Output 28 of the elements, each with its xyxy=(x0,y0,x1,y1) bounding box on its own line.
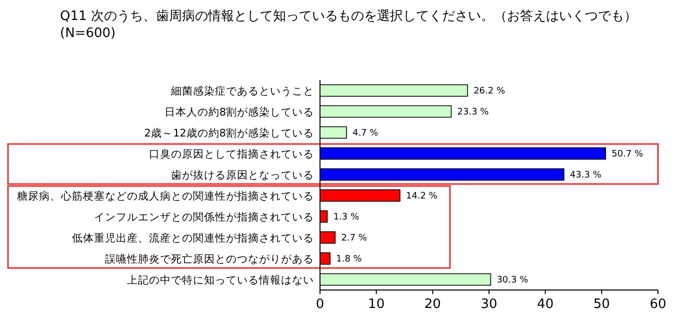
data-label: 23.3 % xyxy=(457,108,490,118)
data-label: 1.8 % xyxy=(336,254,362,264)
y-tick-label: 日本人の約8割が感染している xyxy=(164,106,314,118)
x-tick-label: 40 xyxy=(537,297,554,312)
data-label: 26.2 % xyxy=(474,86,506,96)
y-tick-label: 歯が抜ける原因となっている xyxy=(171,168,314,182)
x-tick-label: 60 xyxy=(650,297,666,312)
data-label: 14.2 % xyxy=(406,192,438,202)
x-tick-label: 30 xyxy=(480,297,498,312)
data-label: 43.3 % xyxy=(570,170,602,180)
y-tick-label: 低体重児出産、流産との関連性が指摘されている xyxy=(72,232,314,244)
chart-title: Q11 次のうち、歯周病の情報として知っているものを選択してください。（お答えはいくつでも）(N=600) xyxy=(60,8,638,42)
y-tick-label: 細菌感染症であるということ xyxy=(170,84,314,98)
data-label: 50.7 % xyxy=(612,150,644,160)
data-label: 2.7 % xyxy=(341,234,368,244)
y-tick-label: 上記の中で特に知っている情報はない xyxy=(127,274,314,286)
data-label: 30.3 % xyxy=(496,276,529,286)
data-label: 1.3 % xyxy=(333,212,360,222)
x-tick-label: 20 xyxy=(424,297,441,312)
y-tick-label: 2歳～12歳の約8割が感染している xyxy=(144,126,314,140)
y-tick-label: 誤嚥性肺炎で死亡原因とのつながりがある xyxy=(105,252,314,266)
x-tick-label: 50 xyxy=(593,297,610,312)
y-tick-label: 口臭の原因として指摘されている xyxy=(149,148,314,160)
data-label: 4.7 % xyxy=(352,128,379,138)
y-tick-label: インフルエンザとの関係性が指摘されている xyxy=(94,210,314,224)
x-tick-label: 0 xyxy=(316,297,324,312)
x-tick-label: 10 xyxy=(368,297,385,312)
y-tick-label: 糖尿病、心筋梗塞などの成人病との関連性が指摘されている xyxy=(17,190,314,202)
